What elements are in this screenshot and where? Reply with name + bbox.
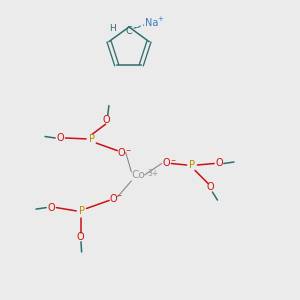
Text: O: O: [118, 148, 125, 158]
Text: O: O: [215, 158, 223, 169]
Text: −: −: [134, 25, 140, 31]
Text: +: +: [158, 16, 164, 22]
Text: C: C: [126, 26, 132, 37]
Text: O: O: [163, 158, 170, 169]
Text: −: −: [125, 147, 130, 152]
Text: −: −: [117, 193, 122, 197]
Text: Co: Co: [131, 170, 145, 181]
Text: O: O: [206, 182, 214, 193]
Text: H: H: [109, 24, 116, 33]
Text: P: P: [79, 206, 85, 217]
Text: P: P: [88, 134, 94, 145]
Text: P: P: [189, 160, 195, 170]
Text: O: O: [47, 202, 55, 213]
Text: O: O: [56, 133, 64, 143]
Text: O: O: [103, 115, 110, 125]
Text: Na: Na: [145, 17, 158, 28]
Text: O: O: [110, 194, 117, 204]
Text: O: O: [76, 232, 84, 242]
Text: 3+: 3+: [147, 169, 159, 178]
Text: −: −: [170, 158, 175, 162]
